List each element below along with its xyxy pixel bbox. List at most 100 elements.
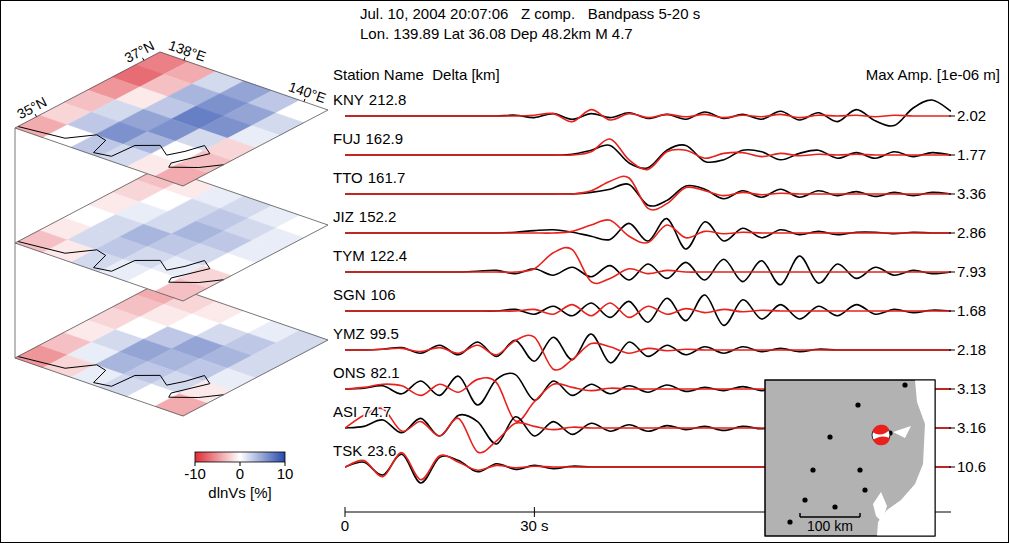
amp-leader (949, 116, 955, 117)
station-dot (832, 504, 837, 509)
column-head: Max Amp. [1e-06 m] (866, 66, 1000, 83)
station-dot (902, 382, 907, 387)
frame (1, 1, 1009, 543)
max-amp: 3.36 (957, 185, 986, 202)
station-name: TTO (333, 169, 363, 186)
amp-leader (949, 311, 955, 312)
station-dot (862, 487, 867, 492)
amp-leader (949, 233, 955, 234)
amp-leader (949, 428, 955, 429)
station-name: ASI (333, 403, 357, 420)
synthetic-trace (345, 303, 951, 317)
synthetic-trace (345, 110, 951, 122)
station-name: TSK (333, 442, 362, 459)
station-dot (787, 519, 792, 524)
event-line: Lon. 139.89 Lat 36.08 Dep 48.2km M 4.7 (360, 25, 633, 42)
observed-trace (345, 184, 951, 206)
synthetic-trace (345, 139, 951, 170)
synthetic-trace (345, 220, 951, 243)
max-amp: 2.02 (957, 107, 986, 124)
station-delta: 161.7 (368, 169, 406, 186)
station-delta: 152.2 (359, 208, 397, 225)
coastline (18, 126, 224, 167)
inset-lake (893, 426, 911, 438)
station-name: ONS (333, 364, 366, 381)
station-delta: 122.4 (370, 247, 408, 264)
observed-trace (345, 145, 951, 169)
station-delta: 23.6 (367, 442, 396, 459)
scale-bar-end (799, 513, 801, 517)
synthetic-trace (345, 248, 951, 284)
max-amp: 7.93 (957, 263, 986, 280)
observed-trace (345, 256, 951, 285)
event-line: Jul. 10, 2004 20:07:06 Z comp. Bandpass … (360, 5, 700, 22)
inset-sea (877, 380, 935, 536)
tomography: 35°N 37°N 138°E 140°E (14, 37, 328, 416)
max-amp: 2.18 (957, 341, 986, 358)
axis-tick-label: 30 s (520, 517, 548, 534)
observed-trace (345, 100, 951, 126)
figure: 35°N 37°N 138°E 140°E -10 0 10 dlnVs [%] Jul. 10… (0, 0, 1009, 543)
colorbar-tick-label: 10 (277, 465, 294, 482)
amp-leader (949, 467, 955, 468)
axis-tick (534, 507, 535, 517)
layer-outline (15, 282, 328, 416)
lat-label: 37°N (122, 37, 157, 66)
coastline (18, 356, 224, 397)
amp-leader (949, 272, 955, 273)
station-delta: 162.9 (366, 130, 404, 147)
colorbar (195, 452, 285, 462)
amp-leader (949, 389, 955, 390)
observed-trace (345, 295, 951, 325)
layer-outline (15, 167, 328, 301)
focal-mechanism-quadrant (873, 425, 890, 435)
station-name: YMZ (333, 325, 365, 342)
coastline (18, 241, 224, 282)
colorbar-label: dlnVs [%] (208, 484, 271, 501)
max-amp: 2.86 (957, 224, 986, 241)
max-amp: 1.77 (957, 146, 986, 163)
station-delta: 212.8 (369, 91, 407, 108)
station-delta: 74.7 (362, 403, 391, 420)
focal-mechanism-quadrant (873, 436, 890, 445)
station-dot (827, 434, 832, 439)
station-dot (855, 402, 860, 407)
station-dot (802, 497, 807, 502)
scale-bar-end (859, 513, 861, 517)
station-dot (857, 467, 862, 472)
station-name: SGN (333, 286, 366, 303)
inset-bay (873, 492, 887, 522)
depth-layer (15, 282, 328, 416)
amp-leader (949, 194, 955, 195)
station-delta: 99.5 (370, 325, 399, 342)
column-head: Station Name Delta [km] (333, 66, 500, 83)
layer-outline (15, 52, 328, 186)
station-dot (810, 467, 815, 472)
colorbar-tick-label: 0 (236, 465, 244, 482)
inset-land (765, 380, 935, 536)
depth-layer (15, 52, 328, 186)
station-delta: 82.1 (371, 364, 400, 381)
station-name: TYM (333, 247, 365, 264)
lon-label: 138°E (167, 37, 208, 65)
axis-tick (345, 507, 346, 517)
lon-label: 140°E (287, 78, 328, 106)
synthetic-trace (345, 335, 951, 370)
lat-label: 35°N (14, 94, 49, 123)
amp-leader (949, 350, 955, 351)
station-name: JIZ (333, 208, 354, 225)
max-amp: 3.16 (957, 419, 986, 436)
station-name: KNY (333, 91, 364, 108)
station-delta: 106 (371, 286, 396, 303)
inset-border (765, 380, 935, 536)
scale-label: 100 km (807, 518, 853, 534)
depth-layer (15, 167, 328, 301)
observed-trace (345, 219, 951, 249)
amp-leader (949, 155, 955, 156)
colorbar-tick-label: -10 (184, 465, 206, 482)
max-amp: 3.13 (957, 380, 986, 397)
inset-map: 100 km (765, 380, 935, 536)
max-amp: 10.6 (957, 458, 986, 475)
synthetic-trace (345, 176, 951, 210)
max-amp: 1.68 (957, 302, 986, 319)
